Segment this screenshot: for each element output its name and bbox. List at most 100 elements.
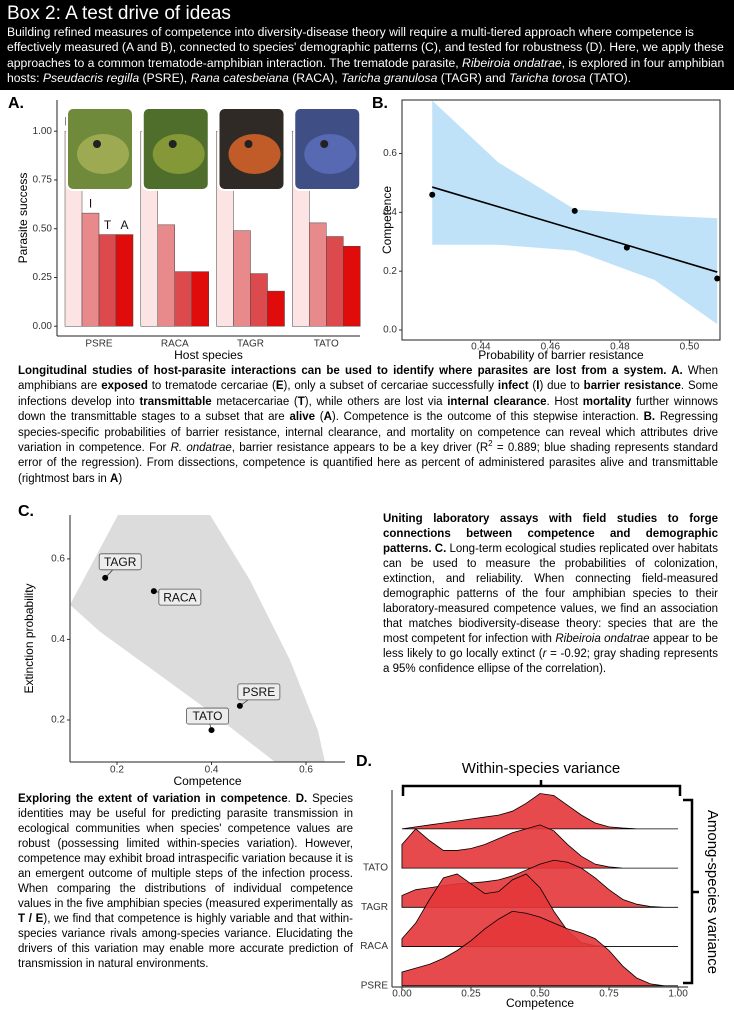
text-run: Taricha torosa [508,70,586,85]
panel: B. Probability of barrier resistance Compe… [372,95,721,362]
point [102,574,109,581]
header-title: Box 2: A test drive of ideas [7,3,231,24]
text-run: Regressing species-specific probabilitie… [18,411,718,455]
point-label: TATO [193,709,223,723]
bar [250,273,268,327]
text-run: Ribeiroia ondatrae [555,633,650,645]
x-axis-label: Host species [174,348,243,362]
y-tick-label: TATO [363,863,388,874]
label-box [237,683,281,701]
label-box [158,588,202,606]
text-run: mortality [582,395,632,408]
photo-eye [93,140,101,148]
y-axis-label: Parasite success [16,173,30,264]
photo-eye [168,140,177,148]
text-run: (TAGR) and [437,70,509,85]
text-run: , barrier resistance appears to be a key… [231,442,489,455]
y-tick-label: 0.6 [383,148,397,159]
point [208,727,215,734]
point [714,275,721,282]
x-axis-label: Competence [173,774,241,788]
text-run: internal clearance [447,395,547,408]
caption: Uniting laboratory assays with field stu… [383,512,718,677]
x-tick-label: 0.00 [392,989,412,1000]
bar [343,246,361,327]
text-run: , is explored in four amphibian hosts: [7,55,725,85]
text-run: Longitudinal studies of host-parasite in… [18,365,683,377]
x-tick-label: 0.25 [461,989,481,1000]
text-run: metacercariae ( [211,395,298,408]
x-tick-label: 0.46 [541,342,561,353]
label-box [98,553,142,571]
text-run: = 0.889; blue shading represents standar… [18,442,718,485]
x-tick-label: 0.2 [110,765,124,776]
text-run: (TATO). [585,70,632,85]
x-axis-label: Probability of barrier resistance [478,348,644,362]
text-run: I [536,380,540,393]
text-run: E [275,380,284,393]
photo-eye [244,140,253,148]
text-run: = -0.92; gray shading represents a 95% c… [383,648,718,675]
point-label: TAGR [104,555,137,569]
text-run: Taricha granulosa [340,70,438,85]
y-tick-label: 0.4 [51,634,65,645]
text-run: A [110,472,119,485]
photo-eye [320,140,329,148]
text-run: ( [528,380,537,393]
y-axis-label: Extinction probability [22,583,36,693]
photo-subject [228,134,281,174]
annotation: Within-species variance [462,760,620,777]
x-tick-label: 0.50 [680,342,700,353]
plot-frame [401,99,721,341]
header-intro: Building refined measures of competence … [7,25,727,86]
point [150,588,157,595]
x-tick-label: PSRE [85,339,113,350]
y-tick-label: 0.0 [383,325,397,336]
text-run: ), only a subset of cercariae successful… [283,380,498,393]
photo-subject [152,134,205,174]
panel-label: A. [8,95,24,112]
panel: C. Competence Extinction probability 0.2 0.4… [18,503,345,788]
caption: Longitudinal studies of host-parasite in… [18,364,718,487]
bar [309,222,327,327]
text-run: ), while others are lost via [304,395,448,408]
y-tick-label: 0.50 [33,223,53,234]
bar [267,290,285,327]
among-bracket [683,798,699,985]
y-tick-label: 0.25 [33,272,53,283]
text-run: (RACA), [288,70,341,85]
confidence-ellipse [70,515,325,762]
text-run: barrier resistance [583,380,681,393]
x-axis-label: Competence [506,996,574,1010]
text-run: Ribeiroia ondatrae [462,55,562,70]
point [429,191,436,198]
y-tick-label: PSRE [361,980,389,991]
ridge [401,824,679,869]
ridge [401,793,679,830]
text-run: Uniting laboratory assays with field stu… [383,513,718,555]
annotation: Among-species variance [704,810,721,974]
series-label: A [120,218,128,232]
text-run: . Some infections develop into [18,380,718,408]
y-tick-label: 0.4 [383,207,397,218]
x-tick-label: 0.50 [530,989,550,1000]
bar [326,236,344,327]
bar [98,234,117,327]
text-run: (PSRE), [139,70,191,85]
text-run: infect [497,380,529,393]
text-run: A [323,411,332,424]
bar [191,271,209,327]
text-run: r [542,648,547,660]
label-box [186,707,229,725]
point [236,702,243,709]
y-tick-label: 0.2 [383,266,397,277]
x-tick-label: TAGR [237,339,264,350]
ridge [401,873,679,947]
text-run: ( [315,411,324,424]
text-run: to trematode cercariae ( [147,380,276,393]
x-tick-label: TATO [314,339,339,350]
x-tick-label: 0.48 [610,342,630,353]
text-run: alive [289,411,316,424]
